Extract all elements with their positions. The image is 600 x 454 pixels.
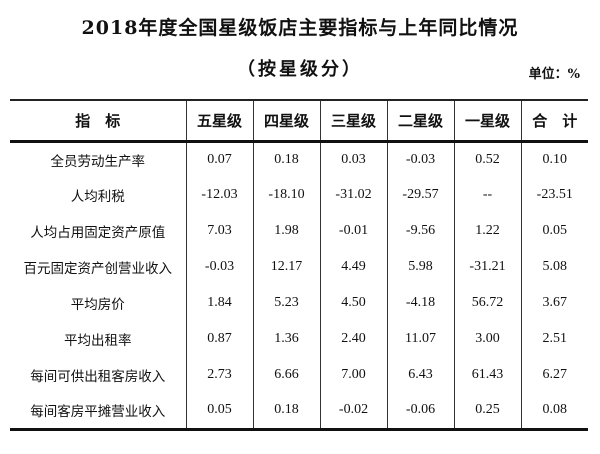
value-cell: 1.98 (252, 213, 320, 249)
value-cell: 0.10 (520, 141, 588, 177)
table-row: 百元固定资产创营业收入 -0.03 12.17 4.49 5.98 -31.21… (10, 249, 588, 285)
value-cell: 1.36 (252, 321, 320, 357)
column-header-four-star: 四星级 (252, 100, 320, 141)
value-cell: 7.00 (319, 357, 387, 393)
value-cell: 1.22 (453, 213, 521, 249)
value-cell: 0.08 (520, 393, 588, 429)
value-cell: 0.05 (520, 213, 588, 249)
value-cell: -29.57 (386, 177, 454, 213)
unit-label: 单位：% (528, 67, 580, 82)
value-cell: -9.56 (386, 213, 454, 249)
table-header-row: 指 标 五星级 四星级 三星级 二星级 一星级 合 计 (10, 100, 588, 141)
value-cell: 0.05 (185, 393, 253, 429)
value-cell: 2.73 (185, 357, 253, 393)
table-row: 人均利税 -12.03 -18.10 -31.02 -29.57 -- -23.… (10, 177, 588, 213)
value-cell: -23.51 (520, 177, 588, 213)
value-cell: 0.87 (185, 321, 253, 357)
value-cell: -31.02 (319, 177, 387, 213)
table-row: 平均房价 1.84 5.23 4.50 -4.18 56.72 3.67 (10, 285, 588, 321)
value-cell: 2.51 (520, 321, 588, 357)
value-cell: 61.43 (453, 357, 521, 393)
value-cell: 5.23 (252, 285, 320, 321)
page-subtitle: （按星级分） (237, 59, 363, 80)
value-cell: -31.21 (453, 249, 521, 285)
subtitle-row: （按星级分） 单位：% (0, 56, 600, 84)
value-cell: 4.50 (319, 285, 387, 321)
value-cell: -12.03 (185, 177, 253, 213)
value-cell: -0.03 (185, 249, 253, 285)
value-cell: -18.10 (252, 177, 320, 213)
value-cell: 3.00 (453, 321, 521, 357)
column-header-total: 合 计 (520, 100, 588, 141)
value-cell: 6.66 (252, 357, 320, 393)
row-label: 平均出租率 (64, 333, 132, 349)
row-label: 每间可供出租客房收入 (30, 369, 166, 385)
indicators-table: 指 标 五星级 四星级 三星级 二星级 一星级 合 计 全员劳动生产率 0.07… (10, 99, 588, 431)
value-cell: -- (453, 177, 521, 213)
value-cell: 56.72 (453, 285, 521, 321)
value-cell: 7.03 (185, 213, 253, 249)
value-cell: 11.07 (386, 321, 454, 357)
value-cell: 5.08 (520, 249, 588, 285)
page-title: 2018年度全国星级饭店主要指标与上年同比情况 (81, 17, 519, 39)
value-cell: 2.40 (319, 321, 387, 357)
column-header-indicator: 指 标 (75, 111, 121, 130)
value-cell: -0.01 (319, 213, 387, 249)
row-label: 人均利税 (70, 189, 125, 205)
column-header-five-star: 五星级 (185, 100, 253, 141)
value-cell: -4.18 (386, 285, 454, 321)
row-label: 百元固定资产创营业收入 (23, 261, 173, 277)
value-cell: 5.98 (386, 249, 454, 285)
value-cell: 6.43 (386, 357, 454, 393)
value-cell: 12.17 (252, 249, 320, 285)
table-row: 每间客房平摊营业收入 0.05 0.18 -0.02 -0.06 0.25 0.… (10, 393, 588, 429)
value-cell: 0.52 (453, 141, 521, 177)
value-cell: 6.27 (520, 357, 588, 393)
column-header-three-star: 三星级 (319, 100, 387, 141)
value-cell: -0.02 (319, 393, 387, 429)
value-cell: -0.03 (386, 141, 454, 177)
value-cell: 0.25 (453, 393, 521, 429)
value-cell: 0.03 (319, 141, 387, 177)
column-header-one-star: 一星级 (453, 100, 521, 141)
table-row: 每间可供出租客房收入 2.73 6.66 7.00 6.43 61.43 6.2… (10, 357, 588, 393)
value-cell: -0.06 (386, 393, 454, 429)
value-cell: 4.49 (319, 249, 387, 285)
table-row: 全员劳动生产率 0.07 0.18 0.03 -0.03 0.52 0.10 (10, 141, 588, 177)
value-cell: 0.07 (185, 141, 253, 177)
table-row: 人均占用固定资产原值 7.03 1.98 -0.01 -9.56 1.22 0.… (10, 213, 588, 249)
value-cell: 0.18 (252, 141, 320, 177)
row-label: 全员劳动生产率 (50, 153, 146, 170)
value-cell: 0.18 (252, 393, 320, 429)
row-label: 平均房价 (70, 297, 125, 313)
value-cell: 3.67 (520, 285, 588, 321)
row-label: 人均占用固定资产原值 (30, 225, 166, 241)
value-cell: 1.84 (185, 285, 253, 321)
column-header-two-star: 二星级 (386, 100, 454, 141)
table-row: 平均出租率 0.87 1.36 2.40 11.07 3.00 2.51 (10, 321, 588, 357)
row-label: 每间客房平摊营业收入 (30, 404, 166, 421)
